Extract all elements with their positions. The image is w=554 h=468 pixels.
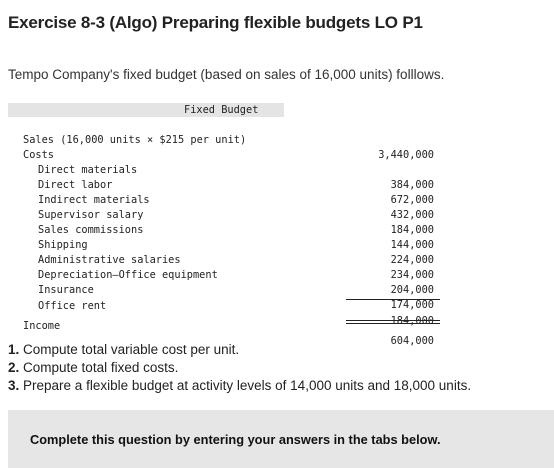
income-double-rule xyxy=(346,320,440,324)
cost-amount: 672,000 xyxy=(390,194,434,206)
instructions-banner: Complete this question by entering your … xyxy=(8,410,554,468)
cost-label: Depreciation—Office equipment xyxy=(38,269,218,281)
cost-amount: 204,000 xyxy=(390,284,434,296)
cost-label: Direct materials xyxy=(38,164,138,176)
cost-row: Insurance 174,000 xyxy=(8,268,444,311)
cost-amount: 184,000 xyxy=(390,224,434,236)
cost-label: Insurance xyxy=(38,284,94,296)
income-row: Income 604,000 xyxy=(8,304,444,347)
budget-heading: Fixed Budget xyxy=(184,104,259,116)
sales-label: Sales (16,000 units × $215 per unit) xyxy=(23,134,247,146)
cost-label: Administrative salaries xyxy=(38,254,181,266)
instructions-text: Complete this question by entering your … xyxy=(30,432,441,447)
cost-amount: 234,000 xyxy=(390,269,434,281)
costs-heading-row: Costs xyxy=(8,133,444,161)
question-number: 1. xyxy=(8,342,20,357)
cost-row: Direct materials 384,000 xyxy=(8,148,444,191)
intro-text: Tempo Company's fixed budget (based on s… xyxy=(8,67,445,82)
question-text: Compute total variable cost per unit. xyxy=(23,342,240,357)
cost-row: Shipping 224,000 xyxy=(8,223,444,266)
cost-row: Depreciation—Office equipment 204,000 xyxy=(8,253,444,296)
cost-row: Office rent 184,000 xyxy=(8,284,444,327)
budget-header-band xyxy=(8,103,284,117)
fixed-budget-table: Fixed Budget Sales (16,000 units × $215 … xyxy=(8,103,444,347)
income-label: Income xyxy=(23,320,61,332)
question-list: 1. Compute total variable cost per unit.… xyxy=(8,341,471,395)
cost-row: Supervisor salary 184,000 xyxy=(8,193,444,236)
cost-row: Indirect materials 432,000 xyxy=(8,178,444,221)
income-amount: 604,000 xyxy=(390,335,434,347)
cost-label: Indirect materials xyxy=(38,194,150,206)
cost-row: Administrative salaries 234,000 xyxy=(8,238,444,281)
cost-label: Sales commissions xyxy=(38,224,144,236)
cost-amount: 384,000 xyxy=(390,179,434,191)
cost-amount: 184,000 xyxy=(390,315,434,327)
cost-label: Office rent xyxy=(38,300,107,312)
cost-label: Supervisor salary xyxy=(38,209,144,221)
cost-row: Sales commissions 144,000 xyxy=(8,208,444,251)
exercise-title: Exercise 8-3 (Algo) Preparing flexible b… xyxy=(8,13,423,32)
question-item: 3. Prepare a flexible budget at activity… xyxy=(8,377,471,395)
question-item: 1. Compute total variable cost per unit. xyxy=(8,341,471,359)
cost-amount: 174,000 xyxy=(390,299,434,311)
costs-label: Costs xyxy=(23,149,54,161)
cost-label: Direct labor xyxy=(38,179,113,191)
cost-row: Direct labor 672,000 xyxy=(8,163,444,206)
cost-label: Shipping xyxy=(38,239,88,251)
cost-amount: 224,000 xyxy=(390,254,434,266)
sales-amount: 3,440,000 xyxy=(378,149,434,161)
sales-row: Sales (16,000 units × $215 per unit) 3,4… xyxy=(8,118,444,161)
total-costs-rule xyxy=(346,299,440,300)
cost-amount: 144,000 xyxy=(390,239,434,251)
question-item: 2. Compute total fixed costs. xyxy=(8,359,471,377)
question-number: 3. xyxy=(8,378,20,393)
question-text: Compute total fixed costs. xyxy=(23,360,179,375)
question-number: 2. xyxy=(8,360,20,375)
cost-amount: 432,000 xyxy=(390,209,434,221)
question-text: Prepare a flexible budget at activity le… xyxy=(23,378,472,393)
